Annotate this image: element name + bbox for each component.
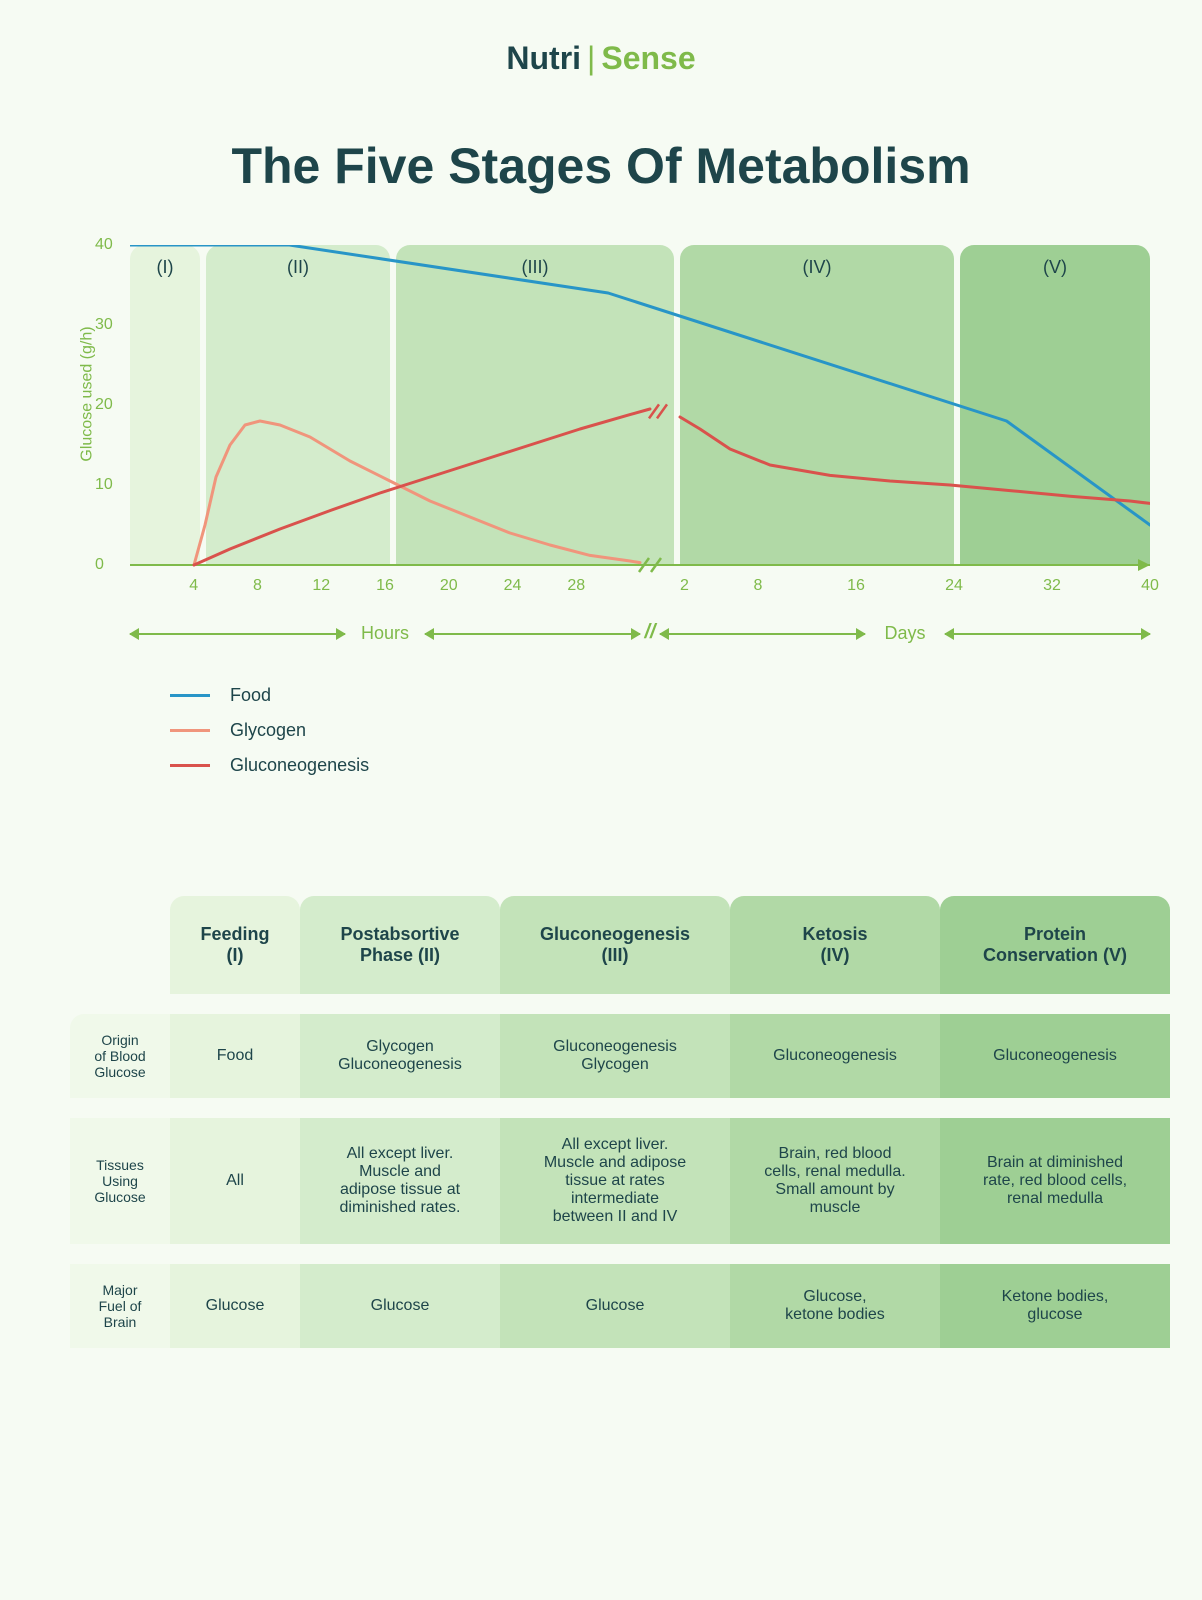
table-cell: Gluconeogenesis Glycogen — [500, 1014, 730, 1098]
legend-label: Glycogen — [230, 720, 306, 741]
table-header: Postabsortive Phase (II) — [300, 896, 500, 994]
legend-item: Gluconeogenesis — [170, 755, 1132, 776]
table-cell: Brain, red blood cells, renal medulla. S… — [730, 1118, 940, 1244]
table-cell: All except liver. Muscle and adipose tis… — [300, 1118, 500, 1244]
x-tick-days: 8 — [754, 577, 763, 595]
legend-label: Food — [230, 685, 271, 706]
logo-part1: Nutri — [506, 40, 581, 76]
table-header: Feeding (I) — [170, 896, 300, 994]
table-cell: Brain at diminished rate, red blood cell… — [940, 1118, 1170, 1244]
x-tick-days: 40 — [1141, 577, 1159, 595]
table-header: Gluconeogenesis (III) — [500, 896, 730, 994]
table-row-label: Origin of Blood Glucose — [70, 1014, 170, 1098]
x-tick-days: 16 — [847, 577, 865, 595]
page-title: The Five Stages Of Metabolism — [50, 137, 1152, 195]
x-tick-hours: 12 — [312, 577, 330, 595]
y-tick: 30 — [95, 316, 113, 334]
y-axis-label: Glucose used (g/h) — [79, 326, 97, 461]
x-axis-hours-label: Hours — [361, 623, 409, 644]
table-cell: Glucose — [300, 1264, 500, 1348]
x-axis-labels: Hours Days // — [130, 615, 1132, 655]
table-cell: Glucose — [500, 1264, 730, 1348]
table-cell: Glucose, ketone bodies — [730, 1264, 940, 1348]
table-cell: Food — [170, 1014, 300, 1098]
y-tick: 20 — [95, 396, 113, 414]
legend-item: Glycogen — [170, 720, 1132, 741]
axis-break: // — [644, 621, 655, 644]
x-tick-hours: 24 — [504, 577, 522, 595]
logo: Nutri|Sense — [50, 40, 1152, 77]
legend-swatch — [170, 764, 210, 767]
plot-area: (I)(II)(III)(IV)(V)010203040481216202428… — [130, 245, 1132, 605]
chart: Glucose used (g/h) (I)(II)(III)(IV)(V)01… — [70, 245, 1132, 776]
y-tick: 10 — [95, 476, 113, 494]
x-tick-days: 32 — [1043, 577, 1061, 595]
logo-part2: Sense — [601, 40, 695, 76]
x-tick-hours: 20 — [440, 577, 458, 595]
legend-swatch — [170, 694, 210, 697]
legend-item: Food — [170, 685, 1132, 706]
x-tick-days: 24 — [945, 577, 963, 595]
x-tick-hours: 8 — [253, 577, 262, 595]
stage-table: Feeding (I)Postabsortive Phase (II)Gluco… — [70, 896, 1132, 1368]
y-tick: 0 — [95, 556, 104, 574]
table-row-label: Tissues Using Glucose — [70, 1118, 170, 1244]
x-tick-days: 2 — [680, 577, 689, 595]
table-cell: Glucose — [170, 1264, 300, 1348]
table-cell: All — [170, 1118, 300, 1244]
table-cell: All except liver. Muscle and adipose tis… — [500, 1118, 730, 1244]
table-cell: Glycogen Gluconeogenesis — [300, 1014, 500, 1098]
legend-swatch — [170, 729, 210, 732]
x-axis-days-label: Days — [884, 623, 925, 644]
x-tick-hours: 4 — [189, 577, 198, 595]
y-tick: 40 — [95, 236, 113, 254]
table-header: Protein Conservation (V) — [940, 896, 1170, 994]
legend: Food Glycogen Gluconeogenesis — [170, 685, 1132, 776]
x-tick-hours: 28 — [567, 577, 585, 595]
table-header: Ketosis (IV) — [730, 896, 940, 994]
x-tick-hours: 16 — [376, 577, 394, 595]
table-header — [70, 896, 170, 994]
legend-label: Gluconeogenesis — [230, 755, 369, 776]
table-cell: Gluconeogenesis — [940, 1014, 1170, 1098]
table-cell: Gluconeogenesis — [730, 1014, 940, 1098]
table-cell: Ketone bodies, glucose — [940, 1264, 1170, 1348]
table-row-label: Major Fuel of Brain — [70, 1264, 170, 1348]
logo-sep: | — [587, 40, 595, 76]
